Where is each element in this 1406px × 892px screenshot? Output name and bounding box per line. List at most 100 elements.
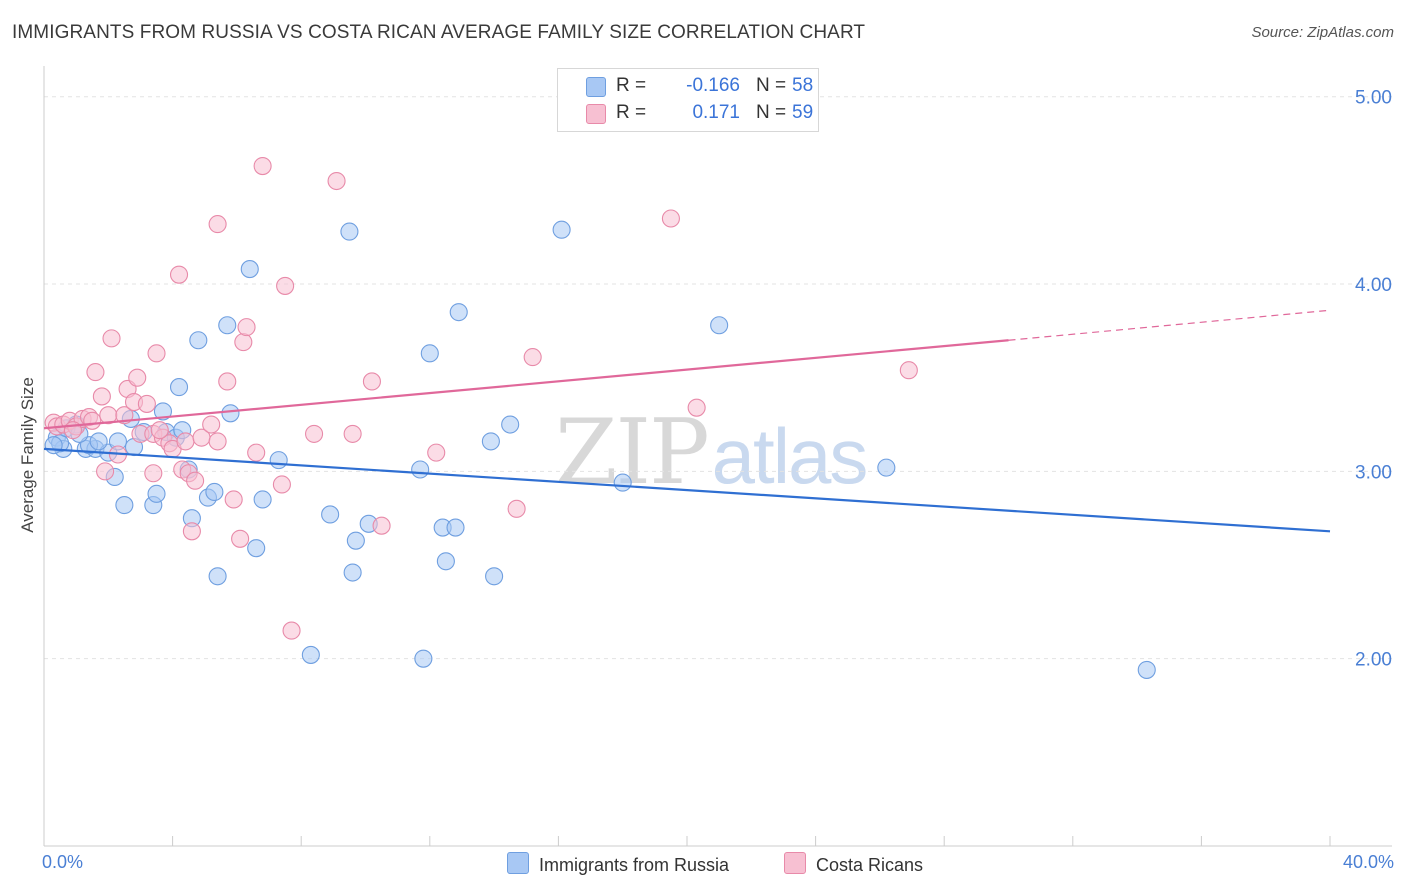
data-point-russia bbox=[343, 563, 362, 582]
data-point-costa-rica bbox=[327, 171, 346, 191]
data-point-costa-rica bbox=[231, 529, 250, 548]
data-point-costa-rica bbox=[687, 398, 706, 417]
data-point-costa-rica bbox=[96, 462, 115, 481]
y-tick-label: 3.00 bbox=[1355, 462, 1392, 483]
data-point-costa-rica bbox=[234, 333, 253, 352]
axes bbox=[43, 66, 1392, 847]
data-point-costa-rica bbox=[247, 443, 266, 462]
data-point-costa-rica bbox=[182, 522, 201, 541]
data-point-costa-rica bbox=[899, 361, 918, 380]
data-point-russia bbox=[613, 473, 632, 492]
data-point-costa-rica bbox=[282, 621, 301, 640]
data-point-costa-rica bbox=[202, 415, 221, 434]
data-point-costa-rica bbox=[86, 363, 105, 382]
data-point-costa-rica bbox=[115, 406, 134, 425]
data-point-costa-rica bbox=[523, 348, 542, 367]
data-point-russia bbox=[1137, 660, 1156, 679]
data-point-russia bbox=[153, 402, 173, 421]
data-point-russia bbox=[253, 490, 272, 509]
data-point-russia bbox=[301, 645, 320, 664]
trend-line-russia bbox=[43, 447, 1331, 533]
data-point-russia bbox=[552, 220, 571, 239]
data-point-costa-rica bbox=[305, 424, 324, 443]
data-point-russia bbox=[411, 460, 430, 479]
data-points bbox=[44, 156, 1156, 679]
data-point-costa-rica bbox=[102, 329, 121, 348]
data-point-russia bbox=[446, 518, 465, 537]
data-point-russia bbox=[269, 451, 288, 470]
data-point-russia bbox=[346, 531, 365, 550]
y-tick-label: 2.00 bbox=[1355, 650, 1392, 671]
data-point-costa-rica bbox=[272, 475, 291, 494]
data-point-costa-rica bbox=[137, 394, 156, 413]
n-value: 58 bbox=[792, 75, 814, 96]
data-point-costa-rica bbox=[218, 372, 237, 391]
x-tick-label-min: 0.0% bbox=[42, 852, 84, 872]
watermark-atlas: atlas bbox=[711, 412, 869, 500]
data-point-costa-rica bbox=[224, 490, 243, 509]
gridlines bbox=[44, 96, 1392, 660]
data-point-russia bbox=[44, 436, 63, 455]
n-label: N = bbox=[756, 102, 787, 123]
legend-label-russia: Immigrants from Russia bbox=[539, 855, 730, 875]
chart-source: Source: ZipAtlas.com bbox=[1251, 24, 1394, 41]
legend-item-russia[interactable]: Immigrants from Russia bbox=[507, 852, 729, 876]
data-point-costa-rica bbox=[372, 516, 391, 535]
legend-item-costa-rica[interactable]: Costa Ricans bbox=[784, 852, 923, 876]
y-tick-label: 4.00 bbox=[1355, 275, 1392, 296]
data-point-costa-rica bbox=[208, 432, 227, 451]
data-point-russia bbox=[420, 344, 439, 363]
r-value: -0.166 bbox=[686, 75, 740, 96]
data-point-russia bbox=[485, 567, 504, 586]
data-point-costa-rica bbox=[362, 372, 381, 391]
trend-line-extension-costa-rica bbox=[1008, 309, 1331, 341]
costa-rica-swatch bbox=[586, 104, 606, 124]
y-axis-label: Average Family Size bbox=[18, 377, 37, 533]
data-point-russia bbox=[115, 496, 134, 515]
data-point-russia bbox=[481, 432, 500, 451]
r-label: R = bbox=[616, 102, 647, 123]
legend-label-costa-rica: Costa Ricans bbox=[816, 855, 924, 875]
data-point-russia bbox=[89, 432, 108, 451]
y-tick-labels: 2.00 3.00 4.00 5.00 bbox=[1355, 88, 1392, 671]
legend-swatch-costa-rica bbox=[784, 852, 806, 874]
trend-line-costa-rica bbox=[43, 339, 1009, 430]
trend-lines bbox=[43, 309, 1331, 533]
n-label: N = bbox=[756, 75, 787, 96]
data-point-costa-rica bbox=[186, 471, 205, 490]
data-point-costa-rica bbox=[427, 443, 446, 462]
r-value: 0.171 bbox=[692, 102, 740, 123]
data-point-russia bbox=[218, 316, 237, 335]
data-point-russia bbox=[147, 484, 166, 503]
n-value: 59 bbox=[792, 102, 814, 123]
data-point-costa-rica bbox=[507, 499, 526, 518]
data-point-costa-rica bbox=[661, 209, 680, 228]
russia-swatch bbox=[586, 77, 606, 97]
data-point-costa-rica bbox=[92, 387, 111, 406]
data-point-costa-rica bbox=[147, 344, 166, 363]
chart-title: IMMIGRANTS FROM RUSSIA VS COSTA RICAN AV… bbox=[12, 22, 866, 43]
data-point-russia bbox=[449, 303, 468, 322]
data-point-russia bbox=[247, 539, 266, 558]
data-point-costa-rica bbox=[253, 156, 272, 176]
data-point-russia bbox=[414, 649, 433, 668]
r-label: R = bbox=[616, 75, 647, 96]
data-point-russia bbox=[208, 567, 227, 586]
data-point-russia bbox=[436, 552, 455, 571]
data-point-russia bbox=[189, 331, 208, 350]
data-point-russia bbox=[240, 260, 259, 279]
data-point-costa-rica bbox=[169, 265, 189, 284]
data-point-costa-rica bbox=[237, 318, 256, 337]
data-point-russia bbox=[710, 316, 729, 335]
data-point-russia bbox=[321, 505, 340, 524]
data-point-costa-rica bbox=[343, 424, 362, 443]
data-point-costa-rica bbox=[208, 215, 227, 234]
data-point-russia bbox=[169, 378, 189, 397]
data-point-russia bbox=[877, 458, 896, 477]
legend-swatch-russia bbox=[507, 852, 529, 874]
data-point-russia bbox=[205, 482, 224, 502]
data-point-costa-rica bbox=[150, 421, 169, 440]
data-point-russia bbox=[501, 415, 520, 434]
data-point-costa-rica bbox=[128, 368, 147, 387]
